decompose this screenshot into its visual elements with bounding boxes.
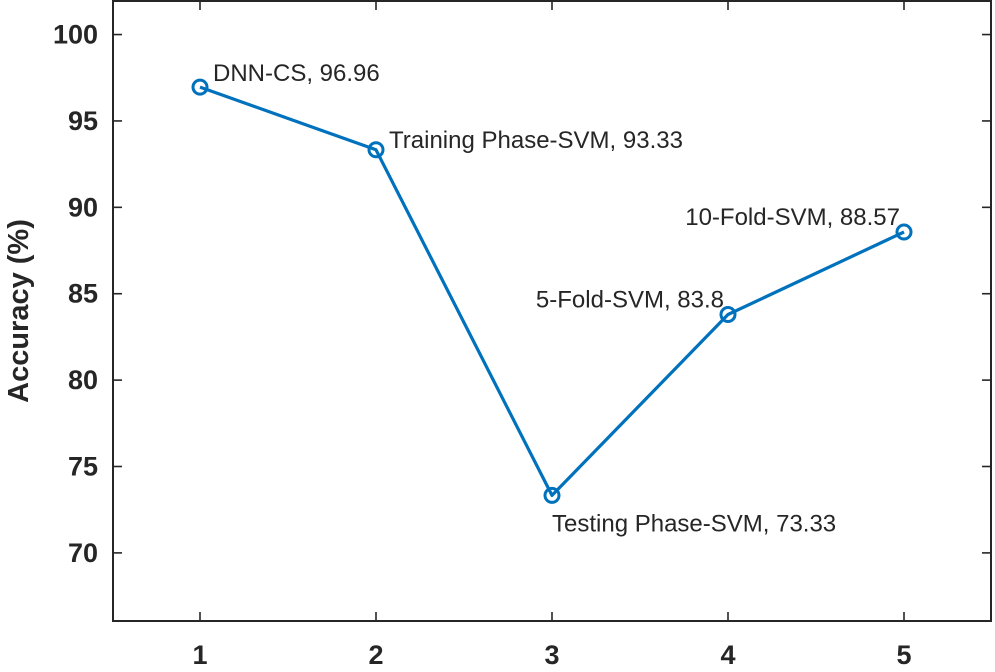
x-tick-label: 3	[544, 640, 559, 670]
y-tick-label: 85	[68, 279, 98, 309]
data-label: 5-Fold-SVM, 83.8	[536, 286, 724, 313]
data-point-marker	[895, 223, 913, 241]
data-point-marker	[543, 486, 561, 504]
x-tick-label: 1	[192, 640, 207, 670]
y-tick-label: 100	[53, 20, 98, 50]
data-label: Testing Phase-SVM, 73.33	[552, 510, 836, 537]
data-label: Training Phase-SVM, 93.33	[389, 127, 683, 154]
data-point-marker	[191, 78, 209, 96]
data-point-marker	[719, 305, 737, 323]
y-axis-title: Accuracy (%)	[3, 219, 35, 403]
series-line-accuracy	[199, 85, 905, 497]
ticks: 70 75 80 85 90 95 100 1 2 3 4 5	[53, 0, 992, 670]
y-tick-label: 70	[68, 538, 98, 568]
x-tick-label: 2	[368, 640, 383, 670]
y-tick-label: 95	[68, 106, 98, 136]
plot-area-background	[112, 0, 992, 622]
data-label: 10-Fold-SVM, 88.57	[685, 204, 900, 231]
y-tick-label: 80	[68, 365, 98, 395]
data-point-marker	[367, 141, 385, 159]
annotations: DNN-CS, 96.96 Training Phase-SVM, 93.33 Te…	[213, 60, 900, 537]
x-tick-label: 5	[896, 640, 911, 670]
y-tick-label: 75	[68, 452, 98, 482]
y-tick-label: 90	[68, 192, 98, 222]
x-tick-label: 4	[720, 640, 735, 670]
data-label: DNN-CS, 96.96	[213, 60, 380, 87]
series-markers	[191, 78, 913, 504]
